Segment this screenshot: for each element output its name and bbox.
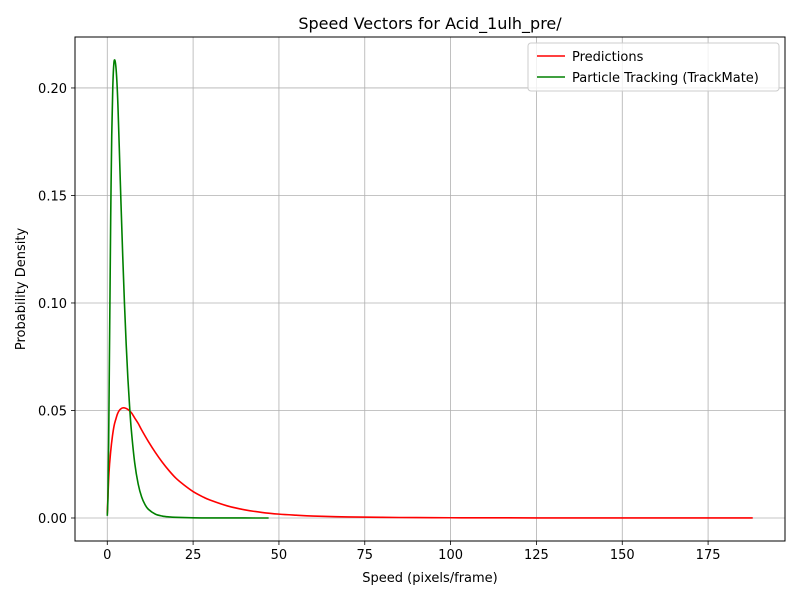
x-axis-label: Speed (pixels/frame): [362, 571, 498, 586]
x-tick-label: 0: [103, 548, 111, 563]
x-tick-label: 100: [438, 548, 463, 563]
x-tick-label: 150: [610, 548, 635, 563]
y-tick-label: 0.20: [38, 82, 67, 97]
y-tick-label: 0.05: [38, 404, 67, 419]
series-lines: [106, 59, 753, 519]
legend-label-predictions: Predictions: [572, 50, 644, 65]
series-line-trackmate: [106, 59, 269, 519]
y-tick-label: 0.10: [38, 297, 67, 312]
chart-title: Speed Vectors for Acid_1ulh_pre/: [298, 14, 562, 34]
y-tick-label: 0.15: [38, 189, 67, 204]
legend-label-trackmate: Particle Tracking (TrackMate): [572, 71, 759, 86]
series-line-predictions: [106, 406, 753, 519]
x-tick-label: 50: [271, 548, 288, 563]
legend-box: [527, 42, 780, 92]
y-axis-label: Probability Density: [14, 228, 29, 351]
x-tick-label: 125: [524, 548, 549, 563]
x-tick-label: 75: [356, 548, 373, 563]
axis-ticks: 0 25 50 75 100 125 150 175 0.00 0.05 0.10 0.15 0.20: [38, 82, 720, 563]
y-tick-label: 0.00: [38, 512, 67, 527]
plot-frame: [74, 36, 786, 542]
x-tick-label: 175: [696, 548, 721, 563]
legend: Predictions Particle Tracking (TrackMate…: [527, 42, 780, 92]
x-tick-label: 25: [185, 548, 202, 563]
